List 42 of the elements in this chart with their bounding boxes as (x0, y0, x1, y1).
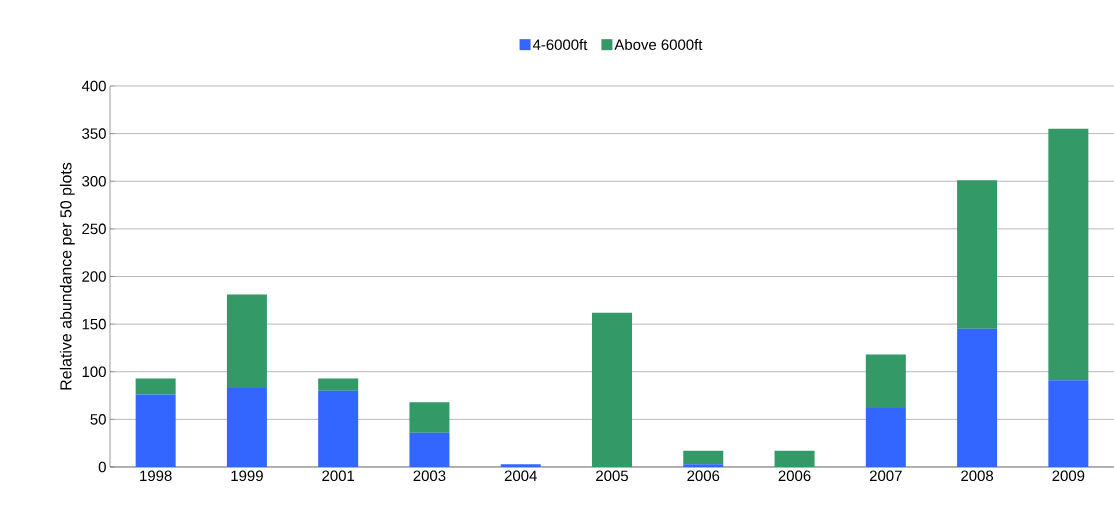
bar (409, 402, 450, 433)
bar (318, 378, 359, 391)
x-tick-label: 2004 (504, 470, 537, 482)
x-tick-label: 2001 (322, 470, 355, 482)
bar (957, 328, 998, 467)
bar (135, 378, 176, 395)
x-tick-label: 2005 (596, 470, 628, 482)
x-tick-label: 2006 (687, 470, 720, 482)
bar (865, 407, 906, 467)
x-tick-label: 2006 (778, 470, 811, 482)
bar (865, 354, 906, 408)
y-tick-label: 250 (82, 223, 106, 235)
y-axis-title: Relative abundance per 50 plots (59, 162, 75, 390)
x-tick-label: 1999 (231, 470, 263, 482)
bar (592, 312, 632, 467)
x-tick-label: 2003 (413, 470, 446, 482)
x-tick-label: 2007 (869, 470, 902, 482)
bar (135, 394, 176, 467)
legend-label: Above 6000ft (614, 39, 703, 50)
y-tick-label: 50 (90, 414, 106, 425)
x-tick-label: 2008 (961, 470, 994, 482)
y-tick-label: 400 (81, 80, 106, 92)
y-tick-label: 350 (82, 128, 106, 139)
bar (683, 450, 724, 465)
y-tick-label: 150 (82, 318, 106, 330)
bar (318, 390, 359, 467)
x-tick-label: 1998 (140, 470, 172, 482)
bar (957, 180, 998, 329)
bar (226, 387, 267, 467)
bar (1048, 380, 1089, 467)
bar (409, 432, 450, 467)
bar (500, 464, 541, 467)
y-tick-label: 0 (98, 461, 106, 473)
y-tick-label: 100 (82, 366, 106, 378)
x-tick-label: 2009 (1052, 470, 1085, 482)
bar (226, 294, 267, 388)
y-tick-label: 300 (82, 175, 106, 187)
bar (683, 464, 724, 467)
y-tick-label: 200 (82, 271, 106, 282)
bar (1048, 128, 1089, 381)
bar (774, 450, 815, 467)
legend-label: 4-6000ft (532, 39, 588, 50)
